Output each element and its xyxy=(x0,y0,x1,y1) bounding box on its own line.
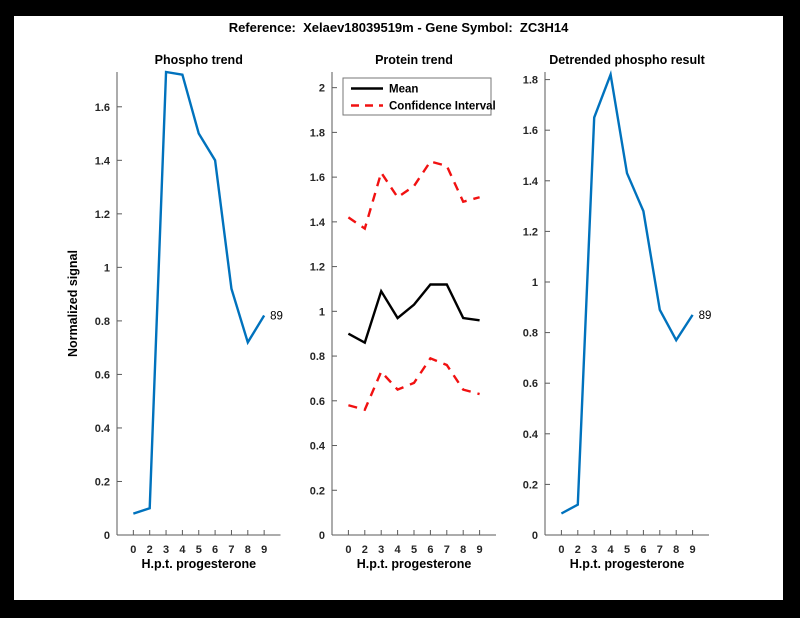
svg-text:5: 5 xyxy=(411,544,417,556)
svg-text:9: 9 xyxy=(690,544,696,556)
svg-text:1: 1 xyxy=(532,277,538,289)
svg-text:4: 4 xyxy=(179,544,186,556)
svg-text:0: 0 xyxy=(130,544,136,556)
subplot-2: 00.20.40.60.811.21.41.61.820 2 3 4 5 6 7 8 9Prot… xyxy=(310,53,496,571)
svg-text:6: 6 xyxy=(640,544,646,556)
subplot-1: 00.20.40.60.811.21.41.60 2 3 4 5 6 7 8 9Phospho … xyxy=(66,53,283,571)
legend-label-2: Confidence Interval xyxy=(389,101,496,113)
svg-text:1.2: 1.2 xyxy=(95,209,110,221)
svg-text:2: 2 xyxy=(362,544,368,556)
svg-text:0.6: 0.6 xyxy=(523,378,538,390)
svg-text:0.4: 0.4 xyxy=(310,441,326,453)
svg-text:8: 8 xyxy=(460,544,466,556)
svg-text:2: 2 xyxy=(147,544,153,556)
subplot-3: 00.20.40.60.811.21.41.61.80 2 3 4 5 6 7 8 9Detre… xyxy=(523,53,712,571)
svg-text:6: 6 xyxy=(427,544,433,556)
svg-text:9: 9 xyxy=(477,544,483,556)
svg-text:6: 6 xyxy=(212,544,218,556)
subplot-2-xlabel: H.p.t. progesterone xyxy=(357,557,472,571)
svg-text:1.6: 1.6 xyxy=(95,102,110,114)
svg-text:1.6: 1.6 xyxy=(523,125,538,137)
svg-text:0: 0 xyxy=(104,530,110,542)
svg-text:2: 2 xyxy=(575,544,581,556)
subplot-3-title: Detrended phospho result xyxy=(549,53,705,67)
svg-text:1.6: 1.6 xyxy=(310,172,325,184)
svg-text:0.6: 0.6 xyxy=(310,396,325,408)
mean-line xyxy=(347,283,480,345)
svg-text:5: 5 xyxy=(196,544,202,556)
svg-text:1.4: 1.4 xyxy=(95,155,111,167)
svg-text:1.2: 1.2 xyxy=(310,262,325,274)
svg-text:1.8: 1.8 xyxy=(310,127,325,139)
svg-text:3: 3 xyxy=(378,544,384,556)
detrended-phospho-signal-line xyxy=(560,69,694,515)
subplot-1-ylabel: Normalized signal xyxy=(66,250,80,357)
svg-text:8: 8 xyxy=(673,544,679,556)
legend-label-1: Mean xyxy=(389,84,418,96)
svg-text:0: 0 xyxy=(558,544,564,556)
svg-text:5: 5 xyxy=(624,544,630,556)
svg-text:0: 0 xyxy=(345,544,351,556)
svg-text:0.8: 0.8 xyxy=(95,316,110,328)
phospho-signal-line xyxy=(132,70,266,515)
svg-text:0: 0 xyxy=(532,530,538,542)
svg-text:0.4: 0.4 xyxy=(95,423,111,435)
subplot-1-xlabel: H.p.t. progesterone xyxy=(141,557,256,571)
svg-text:1.8: 1.8 xyxy=(523,75,538,87)
subplot-1-title: Phospho trend xyxy=(155,53,243,67)
svg-text:1.4: 1.4 xyxy=(523,176,539,188)
subplot-3-y-tick-labels: 0 0.2 0.4 0.6 0.8 1 1.2 1.4 1.6 1.8 xyxy=(523,75,550,542)
svg-text:1: 1 xyxy=(319,306,325,318)
svg-text:0.2: 0.2 xyxy=(95,476,110,488)
confidence-interval-upper-line xyxy=(347,160,480,231)
legend: Mean Confidence Interval xyxy=(342,77,496,116)
svg-text:0.4: 0.4 xyxy=(523,429,539,441)
svg-text:8: 8 xyxy=(245,544,251,556)
svg-text:7: 7 xyxy=(657,544,663,556)
svg-text:0.8: 0.8 xyxy=(523,328,538,340)
svg-text:3: 3 xyxy=(163,544,169,556)
svg-text:7: 7 xyxy=(444,544,450,556)
svg-text:1.2: 1.2 xyxy=(523,226,538,238)
svg-text:7: 7 xyxy=(228,544,234,556)
subplot-1-y-tick-labels: 0 0.2 0.4 0.6 0.8 1 1.2 1.4 1.6 xyxy=(95,102,122,542)
svg-text:2: 2 xyxy=(319,83,325,95)
svg-text:0.2: 0.2 xyxy=(310,485,325,497)
svg-text:4: 4 xyxy=(608,544,615,556)
subplot-3-point-label: 89 xyxy=(699,310,712,322)
confidence-interval-lower-line xyxy=(348,356,480,412)
svg-text:1.4: 1.4 xyxy=(310,217,326,229)
subplot-1-point-label: 89 xyxy=(270,311,283,323)
svg-text:4: 4 xyxy=(395,544,402,556)
svg-text:9: 9 xyxy=(261,544,267,556)
svg-text:0.2: 0.2 xyxy=(523,479,538,491)
subplot-2-y-tick-labels: 0 0.2 0.4 0.6 0.8 1 1.2 1.4 1.6 1.8 2 xyxy=(310,83,337,542)
svg-text:0.8: 0.8 xyxy=(310,351,325,363)
svg-text:1: 1 xyxy=(104,262,110,274)
svg-text:0.6: 0.6 xyxy=(95,369,110,381)
subplot-3-xlabel: H.p.t. progesterone xyxy=(570,557,685,571)
figure-title: Reference: Xelaev18039519m - Gene Symbol… xyxy=(228,20,569,35)
svg-text:3: 3 xyxy=(591,544,597,556)
svg-text:0: 0 xyxy=(319,530,325,542)
subplot-2-title: Protein trend xyxy=(375,53,453,67)
